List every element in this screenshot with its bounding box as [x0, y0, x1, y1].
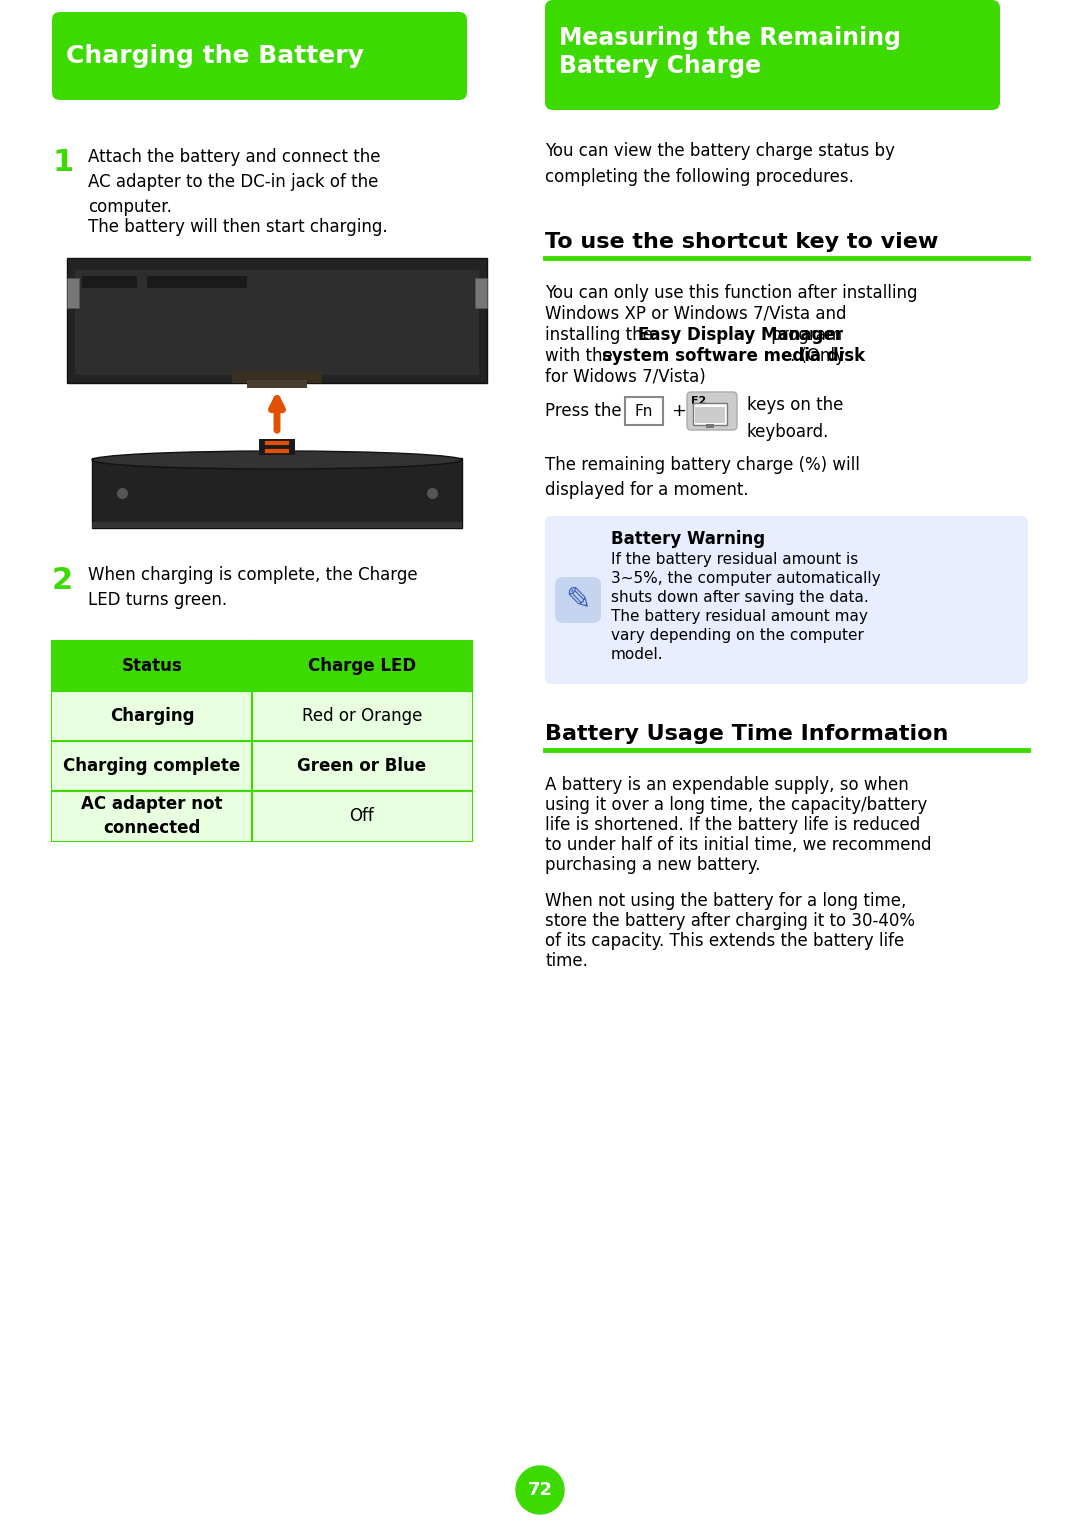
Text: time.: time.: [545, 951, 588, 970]
Text: Fn: Fn: [635, 403, 653, 418]
Bar: [696, 408, 725, 423]
Text: When charging is complete, the Charge
LED turns green.: When charging is complete, the Charge LE…: [87, 565, 418, 610]
Bar: [52, 691, 472, 741]
Bar: [92, 458, 462, 529]
Text: . (Only: . (Only: [789, 348, 845, 365]
Bar: [693, 403, 727, 424]
Bar: [147, 276, 247, 288]
Bar: [625, 397, 663, 424]
Bar: [475, 277, 487, 308]
Bar: [82, 276, 137, 288]
Bar: [52, 640, 472, 691]
FancyArrowPatch shape: [271, 398, 283, 430]
Bar: [52, 640, 472, 841]
Text: If the battery residual amount is: If the battery residual amount is: [611, 552, 859, 567]
Text: Charging the Battery: Charging the Battery: [66, 44, 364, 67]
Bar: [247, 380, 307, 388]
FancyBboxPatch shape: [555, 578, 600, 624]
Text: of its capacity. This extends the battery life: of its capacity. This extends the batter…: [545, 931, 904, 950]
Bar: [232, 371, 322, 383]
Text: keys on the: keys on the: [747, 395, 843, 414]
Bar: [92, 522, 462, 529]
Text: store the battery after charging it to 30-40%: store the battery after charging it to 3…: [545, 912, 915, 930]
Text: Battery Usage Time Information: Battery Usage Time Information: [545, 725, 948, 745]
Text: Press the: Press the: [545, 401, 622, 420]
Text: for Widows 7/Vista): for Widows 7/Vista): [545, 368, 705, 386]
Text: A battery is an expendable supply, so when: A battery is an expendable supply, so wh…: [545, 777, 908, 794]
FancyBboxPatch shape: [687, 392, 737, 430]
Text: You can view the battery charge status by
completing the following procedures.: You can view the battery charge status b…: [545, 142, 895, 185]
Text: +: +: [671, 401, 686, 420]
Text: Windows XP or Windows 7/Vista and: Windows XP or Windows 7/Vista and: [545, 305, 847, 323]
Text: using it over a long time, the capacity/battery: using it over a long time, the capacity/…: [545, 797, 928, 813]
Text: Attach the battery and connect the
AC adapter to the DC-in jack of the
computer.: Attach the battery and connect the AC ad…: [87, 149, 380, 216]
Text: to under half of its initial time, we recommend: to under half of its initial time, we re…: [545, 836, 931, 853]
Text: The remaining battery charge (%) will
displayed for a moment.: The remaining battery charge (%) will di…: [545, 457, 860, 499]
Text: Charging: Charging: [110, 706, 194, 725]
Text: Battery Warning: Battery Warning: [611, 530, 765, 548]
Text: 2: 2: [52, 565, 73, 594]
Bar: [259, 440, 295, 455]
Bar: [67, 257, 487, 383]
Text: life is shortened. If the battery life is reduced: life is shortened. If the battery life i…: [545, 817, 920, 833]
Text: 72: 72: [527, 1481, 553, 1498]
Text: F2: F2: [691, 395, 706, 406]
Text: 3~5%, the computer automatically: 3~5%, the computer automatically: [611, 571, 880, 587]
Text: When not using the battery for a long time,: When not using the battery for a long ti…: [545, 892, 906, 910]
Text: system software media disk: system software media disk: [602, 348, 865, 365]
Text: Easy Display Manager: Easy Display Manager: [638, 326, 843, 345]
Bar: [706, 424, 714, 427]
FancyBboxPatch shape: [545, 516, 1028, 683]
Text: Charge LED: Charge LED: [308, 657, 416, 676]
Text: program: program: [766, 326, 842, 345]
FancyBboxPatch shape: [545, 0, 1000, 110]
Text: The battery residual amount may: The battery residual amount may: [611, 610, 868, 624]
Text: Green or Blue: Green or Blue: [297, 757, 427, 775]
Bar: [67, 277, 79, 308]
Text: Red or Orange: Red or Orange: [301, 706, 422, 725]
Text: Off: Off: [350, 807, 375, 826]
Text: vary depending on the computer: vary depending on the computer: [611, 628, 864, 643]
Ellipse shape: [92, 450, 462, 469]
Text: Status: Status: [122, 657, 183, 676]
Bar: [75, 270, 480, 375]
Text: keyboard.: keyboard.: [747, 423, 829, 441]
Text: To use the shortcut key to view: To use the shortcut key to view: [545, 231, 939, 251]
Bar: [52, 791, 472, 841]
Circle shape: [516, 1466, 564, 1514]
Text: installing the: installing the: [545, 326, 658, 345]
Bar: [52, 741, 472, 791]
Text: Charging complete: Charging complete: [64, 757, 241, 775]
Text: 1: 1: [52, 149, 73, 178]
Text: The battery will then start charging.: The battery will then start charging.: [87, 218, 388, 236]
Text: with the: with the: [545, 348, 618, 365]
Text: Measuring the Remaining
Battery Charge: Measuring the Remaining Battery Charge: [559, 26, 901, 78]
Text: purchasing a new battery.: purchasing a new battery.: [545, 856, 760, 873]
Text: You can only use this function after installing: You can only use this function after ins…: [545, 283, 918, 302]
Text: ✎: ✎: [565, 585, 591, 614]
Text: AC adapter not
connected: AC adapter not connected: [81, 795, 222, 836]
Text: model.: model.: [611, 647, 663, 662]
Text: shuts down after saving the data.: shuts down after saving the data.: [611, 590, 868, 605]
FancyBboxPatch shape: [52, 12, 467, 100]
